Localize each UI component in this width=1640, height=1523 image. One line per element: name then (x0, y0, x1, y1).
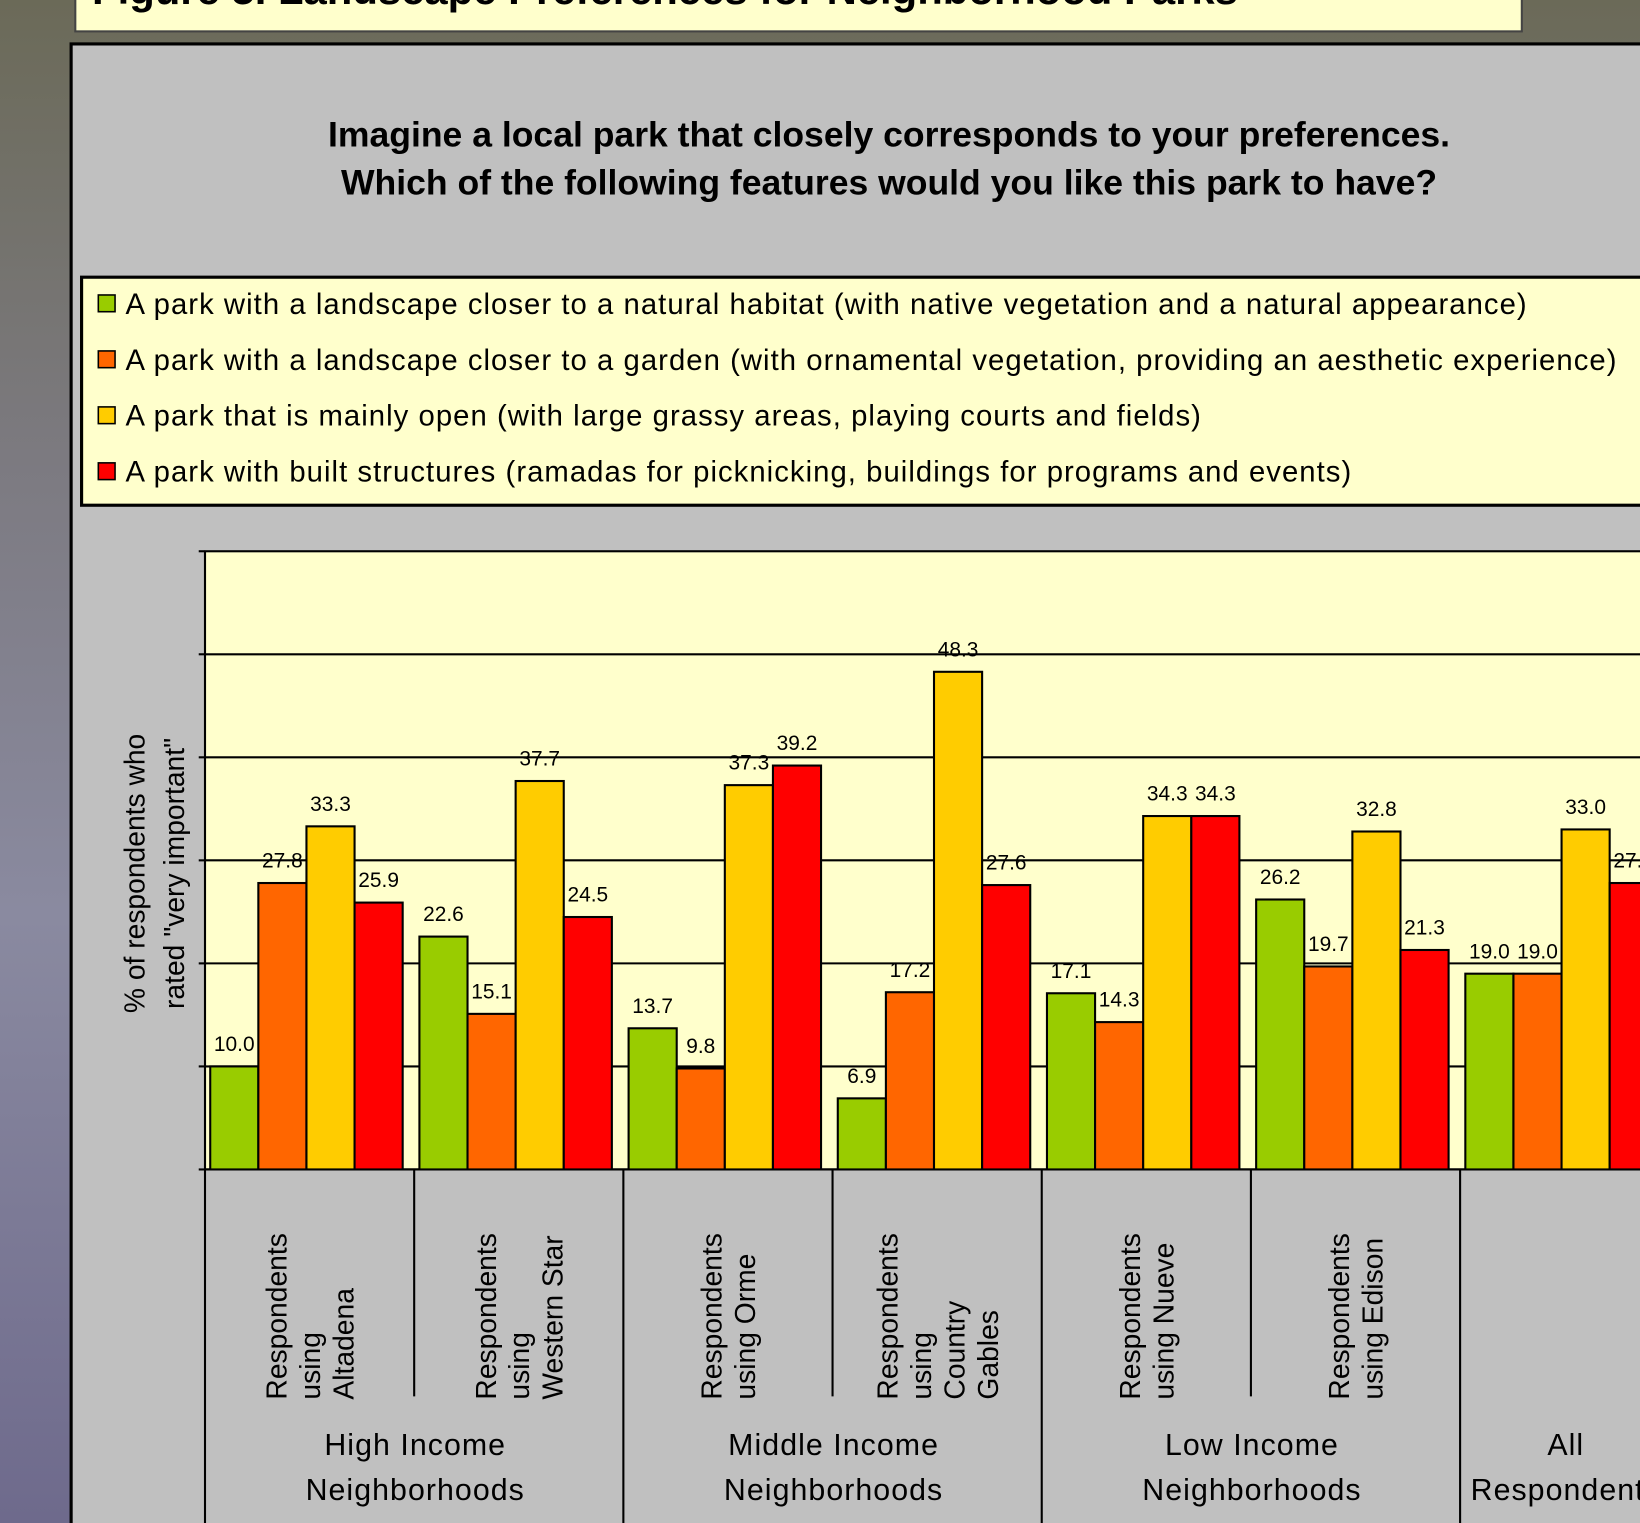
legend (80, 275, 1640, 507)
x-tick-label: Respondents (871, 1233, 903, 1399)
value-label: 22.6 (423, 903, 464, 926)
value-label: 48.3 (938, 638, 979, 661)
x-tick-label: Country (938, 1300, 970, 1400)
x-tick-label: Altadena (328, 1288, 360, 1400)
value-label: 9.8 (686, 1035, 715, 1058)
x-tick-label: using (905, 1332, 937, 1400)
x-tick-label: using (294, 1332, 326, 1400)
value-label: 6.9 (847, 1065, 876, 1088)
bar (353, 901, 404, 1171)
legend-swatch (97, 294, 116, 313)
bar (562, 915, 613, 1171)
value-label: 10.0 (214, 1033, 255, 1056)
bar (627, 1027, 678, 1171)
value-label: 15.1 (471, 980, 512, 1003)
legend-label: A park with built structures (ramadas fo… (126, 456, 1353, 489)
bar (1512, 972, 1563, 1171)
group-label: All (1547, 1429, 1584, 1462)
y-axis-title-line: rated "very important" (158, 738, 190, 1009)
value-label: 24.5 (567, 884, 608, 907)
value-label: 27.8 (262, 850, 303, 873)
x-tick-label: using Edison (1357, 1238, 1389, 1400)
bar (1142, 814, 1193, 1171)
bar (514, 779, 565, 1171)
bar (1399, 948, 1450, 1171)
bar (836, 1097, 887, 1171)
value-label: 19.0 (1469, 940, 1510, 963)
legend-swatch (97, 350, 116, 369)
slide-title: Figure 5. Landscape Preferences for Neig… (92, 0, 1238, 13)
value-label: 17.1 (1051, 960, 1092, 983)
group-label: Low Income (1165, 1429, 1339, 1462)
group-label: High Income (324, 1429, 506, 1462)
bar (1255, 898, 1306, 1171)
legend-label: A park that is mainly open (with large g… (126, 400, 1202, 433)
value-label: 39.2 (777, 732, 818, 755)
bar (1094, 1021, 1145, 1171)
value-label: 37.3 (729, 752, 770, 775)
x-tick-label: Western Star (537, 1235, 569, 1399)
chart-question: Which of the following features would yo… (341, 163, 1437, 203)
value-label: 27.6 (986, 852, 1027, 875)
bar (932, 670, 984, 1171)
bar (1560, 828, 1611, 1171)
bar (675, 1067, 726, 1171)
bar (1608, 881, 1640, 1171)
group-label: Neighborhoods (306, 1474, 525, 1507)
value-label: 32.8 (1356, 798, 1397, 821)
x-tick-label: using Orme (729, 1254, 761, 1400)
bar (466, 1012, 517, 1171)
bar (1351, 830, 1402, 1171)
value-label: 13.7 (632, 995, 673, 1018)
value-label: 25.9 (358, 869, 399, 892)
x-tick-label: using Nueve (1148, 1243, 1180, 1400)
bar (209, 1065, 260, 1171)
value-label: 19.0 (1517, 940, 1558, 963)
value-label: 26.2 (1260, 866, 1301, 889)
chart-question: Imagine a local park that closely corres… (328, 114, 1450, 154)
bar (981, 884, 1032, 1171)
value-label: 19.7 (1308, 933, 1349, 956)
x-tick-label: Respondents (696, 1233, 728, 1399)
bar (1464, 972, 1515, 1171)
group-label: Middle Income (728, 1429, 939, 1462)
y-axis-title: % of respondents who rated "very importan… (118, 734, 190, 1013)
bar (418, 935, 469, 1171)
x-tick-label: Gables (972, 1310, 1004, 1399)
legend-label: A park with a landscape closer to a natu… (126, 288, 1528, 321)
legend-swatch (97, 462, 116, 481)
title-box (74, 0, 1523, 33)
legend-swatch (97, 406, 116, 425)
bar (1045, 992, 1097, 1171)
bar (723, 784, 774, 1171)
bar (1303, 965, 1354, 1171)
x-tick-label: Respondents (470, 1233, 502, 1399)
value-label: 17.2 (890, 959, 931, 982)
bar (884, 991, 936, 1171)
bar (771, 764, 823, 1171)
x-tick-label: Respondents (1114, 1233, 1146, 1399)
value-label: 33.3 (310, 793, 351, 816)
value-label: 14.3 (1099, 989, 1140, 1012)
value-label: 34.3 (1147, 783, 1188, 806)
x-tick-label: Respondents (1323, 1233, 1355, 1399)
bar (1190, 814, 1241, 1171)
value-label: 34.3 (1195, 783, 1236, 806)
bar (305, 825, 356, 1171)
y-axis-title-line: % of respondents who (118, 734, 150, 1013)
legend-label: A park with a landscape closer to a gard… (126, 344, 1618, 377)
value-label: 21.3 (1404, 917, 1445, 940)
x-tick-label: Respondents (261, 1233, 293, 1399)
value-label: 33.0 (1565, 796, 1606, 819)
group-label: Neighborhoods (724, 1474, 943, 1507)
group-label: Neighborhoods (1142, 1474, 1361, 1507)
value-label: 27.8 (1613, 850, 1640, 873)
value-label: 37.7 (519, 748, 560, 771)
group-label: Respondents (1471, 1474, 1640, 1507)
x-tick-label: using (503, 1332, 535, 1400)
bar (257, 881, 308, 1171)
